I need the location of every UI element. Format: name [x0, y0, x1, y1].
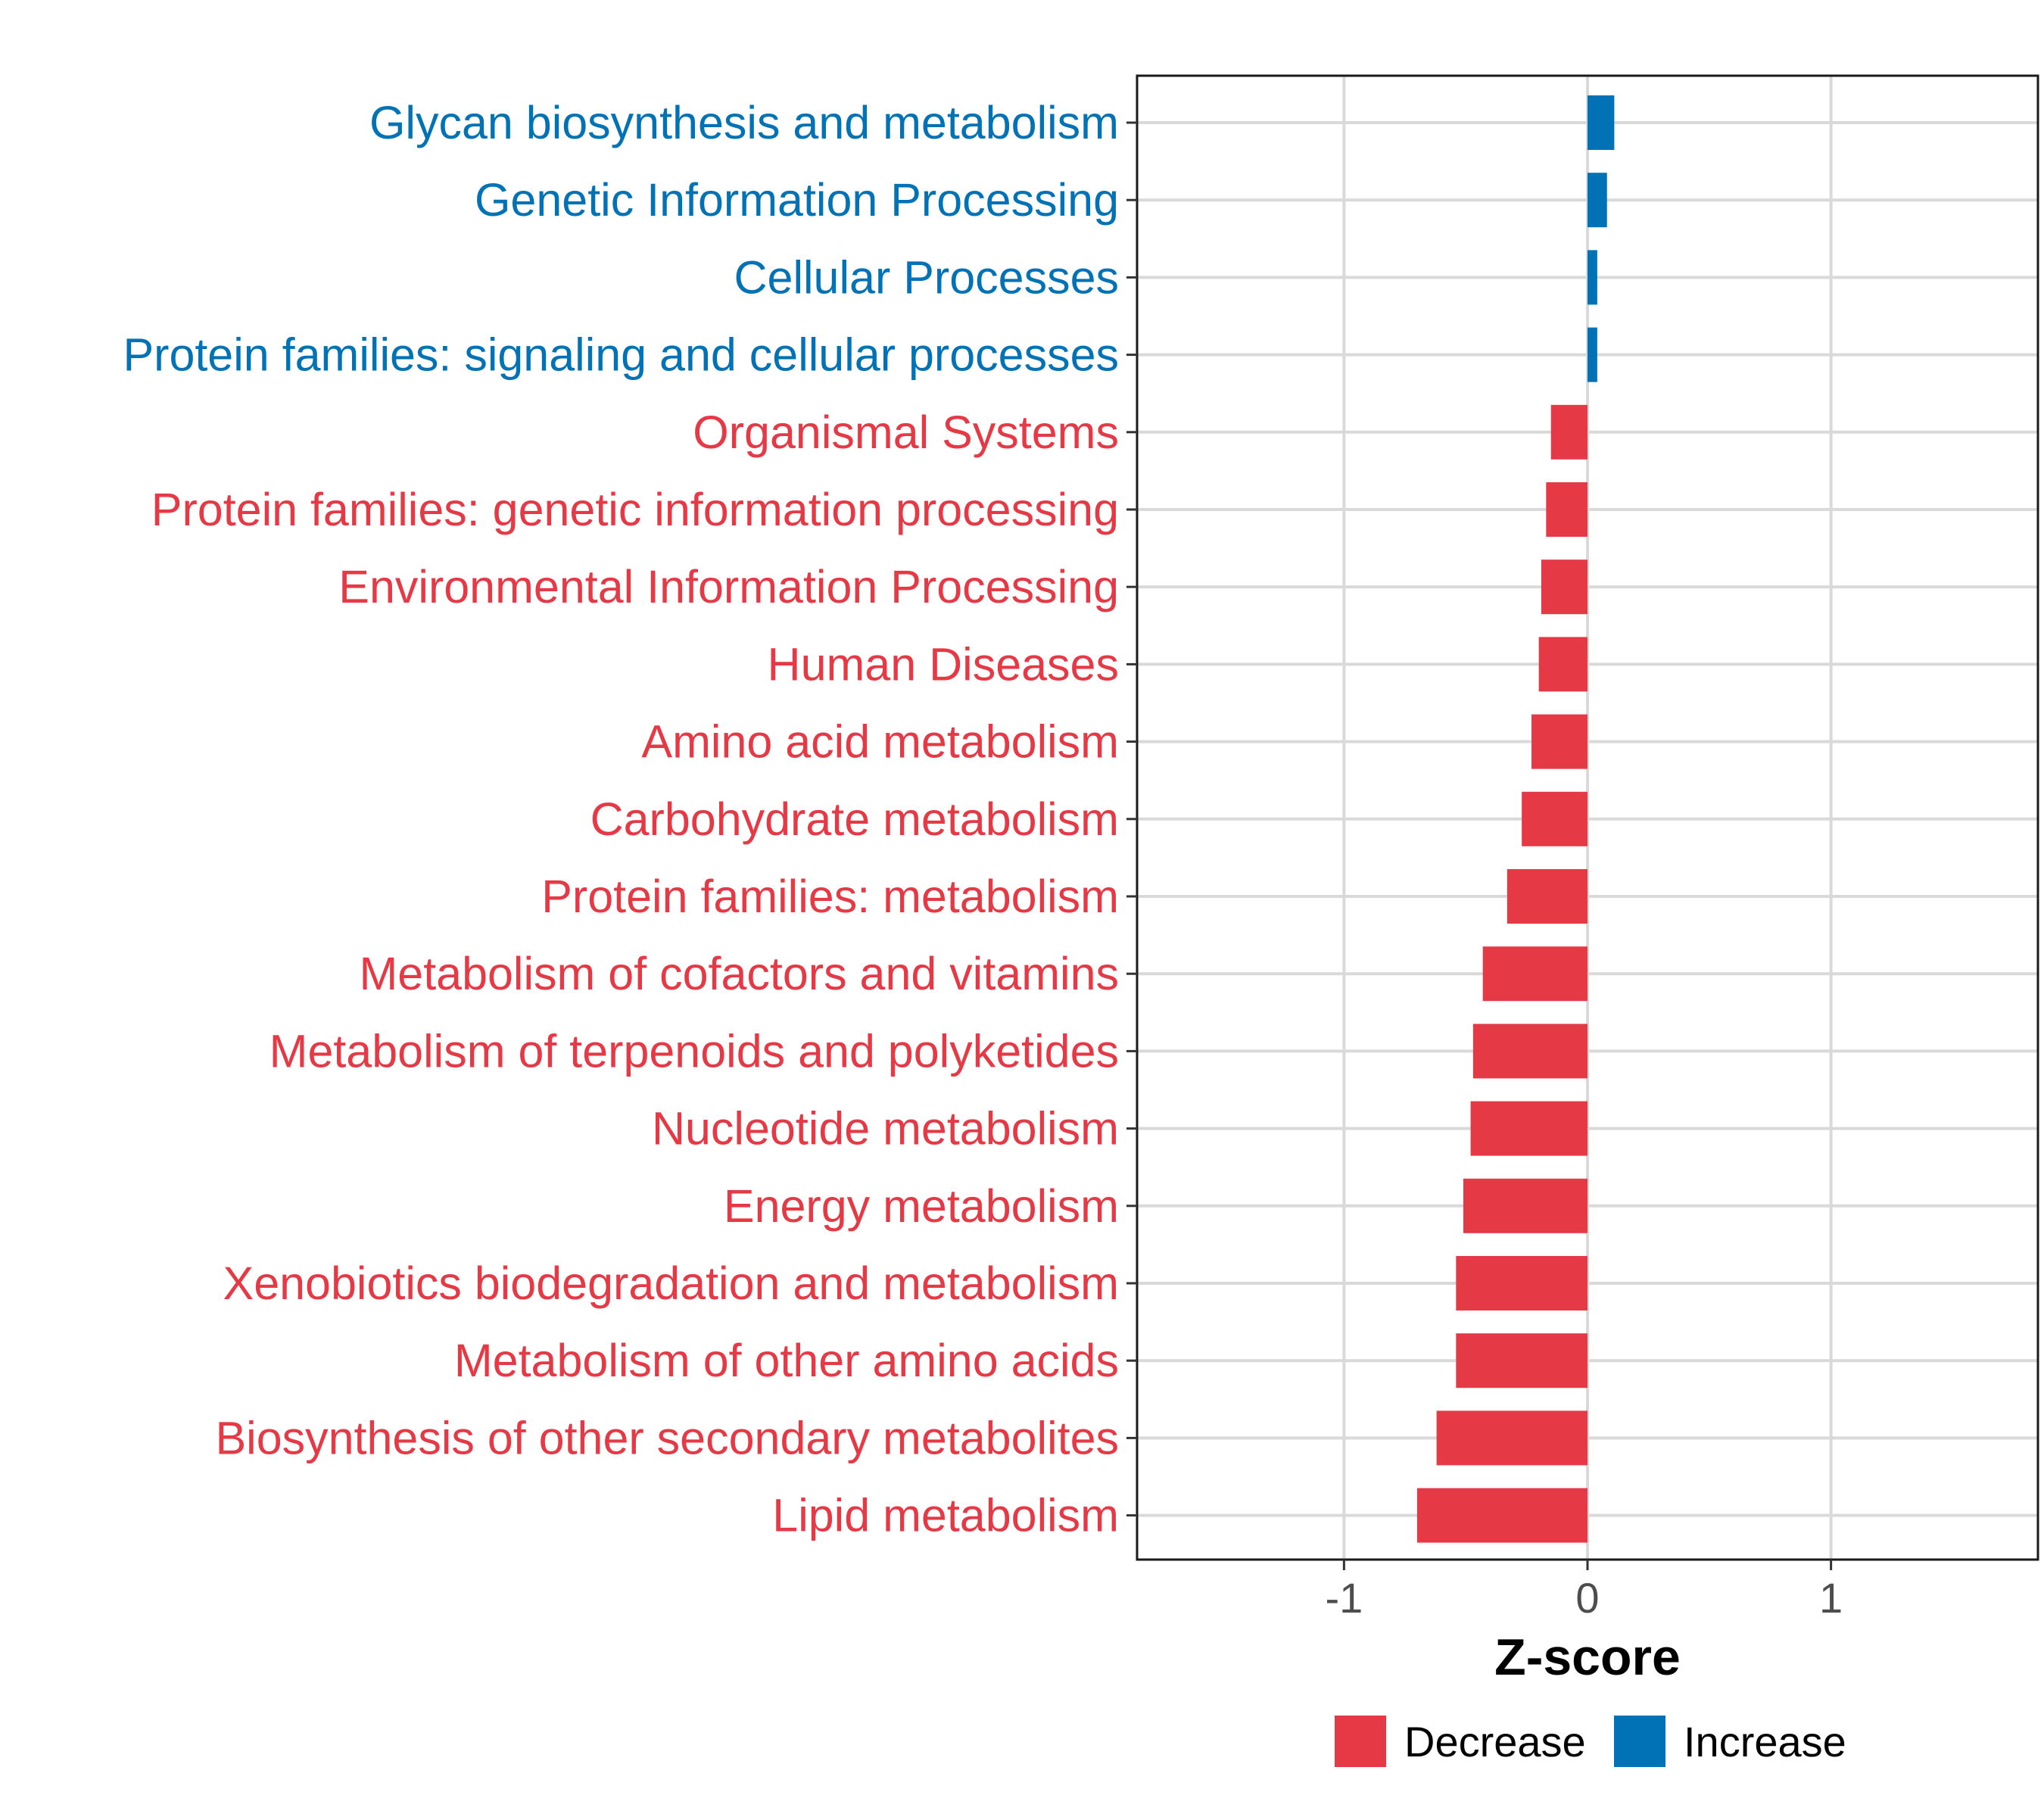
- legend-swatch: [1614, 1716, 1665, 1767]
- bar: [1472, 1024, 1588, 1079]
- y-category-label: Glycan biosynthesis and metabolism: [369, 97, 1119, 148]
- bar: [1522, 791, 1588, 846]
- bar: [1588, 95, 1615, 150]
- y-category-label: Metabolism of terpenoids and polyketides: [270, 1025, 1119, 1077]
- y-category-label: Protein families: genetic information pr…: [151, 484, 1119, 535]
- y-category-label: Lipid metabolism: [772, 1490, 1119, 1541]
- bar: [1546, 482, 1588, 537]
- x-axis-ticks: [1342, 1560, 1833, 1570]
- y-axis-ticks: [1126, 121, 1137, 1517]
- y-axis-category-labels: Glycan biosynthesis and metabolism Geneti…: [123, 97, 1119, 1541]
- y-category-label: Environmental Information Processing: [338, 561, 1119, 612]
- x-tick-label: 1: [1819, 1574, 1843, 1622]
- bar: [1436, 1410, 1588, 1466]
- x-axis-tick-labels: -1 0 1: [1325, 1574, 1843, 1622]
- bar: [1470, 1101, 1588, 1156]
- legend-label: Decrease: [1404, 1718, 1586, 1766]
- y-category-label: Organismal Systems: [693, 407, 1119, 458]
- legend-label: Increase: [1684, 1718, 1846, 1766]
- y-category-label: Biosynthesis of other secondary metaboli…: [215, 1412, 1119, 1463]
- bar: [1456, 1256, 1588, 1311]
- y-category-label: Energy metabolism: [724, 1180, 1119, 1232]
- y-category-label: Protein families: signaling and cellular…: [123, 329, 1119, 381]
- bar: [1507, 869, 1588, 924]
- bar: [1588, 250, 1597, 305]
- legend-swatch: [1335, 1716, 1386, 1767]
- bar: [1416, 1488, 1588, 1543]
- bars: [1416, 95, 1615, 1543]
- legend: Decrease Increase: [1335, 1716, 1846, 1767]
- y-category-label: Metabolism of cofactors and vitamins: [359, 948, 1119, 999]
- x-axis-title: Z-score: [1494, 1628, 1681, 1686]
- y-category-label: Amino acid metabolism: [641, 716, 1119, 768]
- bar: [1588, 173, 1607, 228]
- bar: [1588, 327, 1597, 382]
- y-category-label: Human Diseases: [768, 638, 1119, 690]
- y-category-label: Protein families: metabolism: [541, 871, 1119, 922]
- bar: [1463, 1178, 1588, 1233]
- bar: [1541, 559, 1588, 615]
- bar: [1550, 404, 1588, 460]
- bar: [1456, 1333, 1588, 1388]
- y-category-label: Genetic Information Processing: [475, 174, 1119, 226]
- y-category-label: Cellular Processes: [734, 251, 1119, 303]
- bar: [1531, 714, 1588, 769]
- bar: [1482, 946, 1588, 1002]
- y-category-label: Nucleotide metabolism: [652, 1103, 1119, 1155]
- x-tick-label: 0: [1575, 1574, 1599, 1622]
- y-category-label: Xenobiotics biodegradation and metabolis…: [223, 1258, 1119, 1309]
- x-tick-label: -1: [1325, 1574, 1363, 1622]
- y-category-label: Carbohydrate metabolism: [590, 793, 1119, 845]
- bar: [1538, 637, 1588, 692]
- y-category-label: Metabolism of other amino acids: [454, 1335, 1119, 1386]
